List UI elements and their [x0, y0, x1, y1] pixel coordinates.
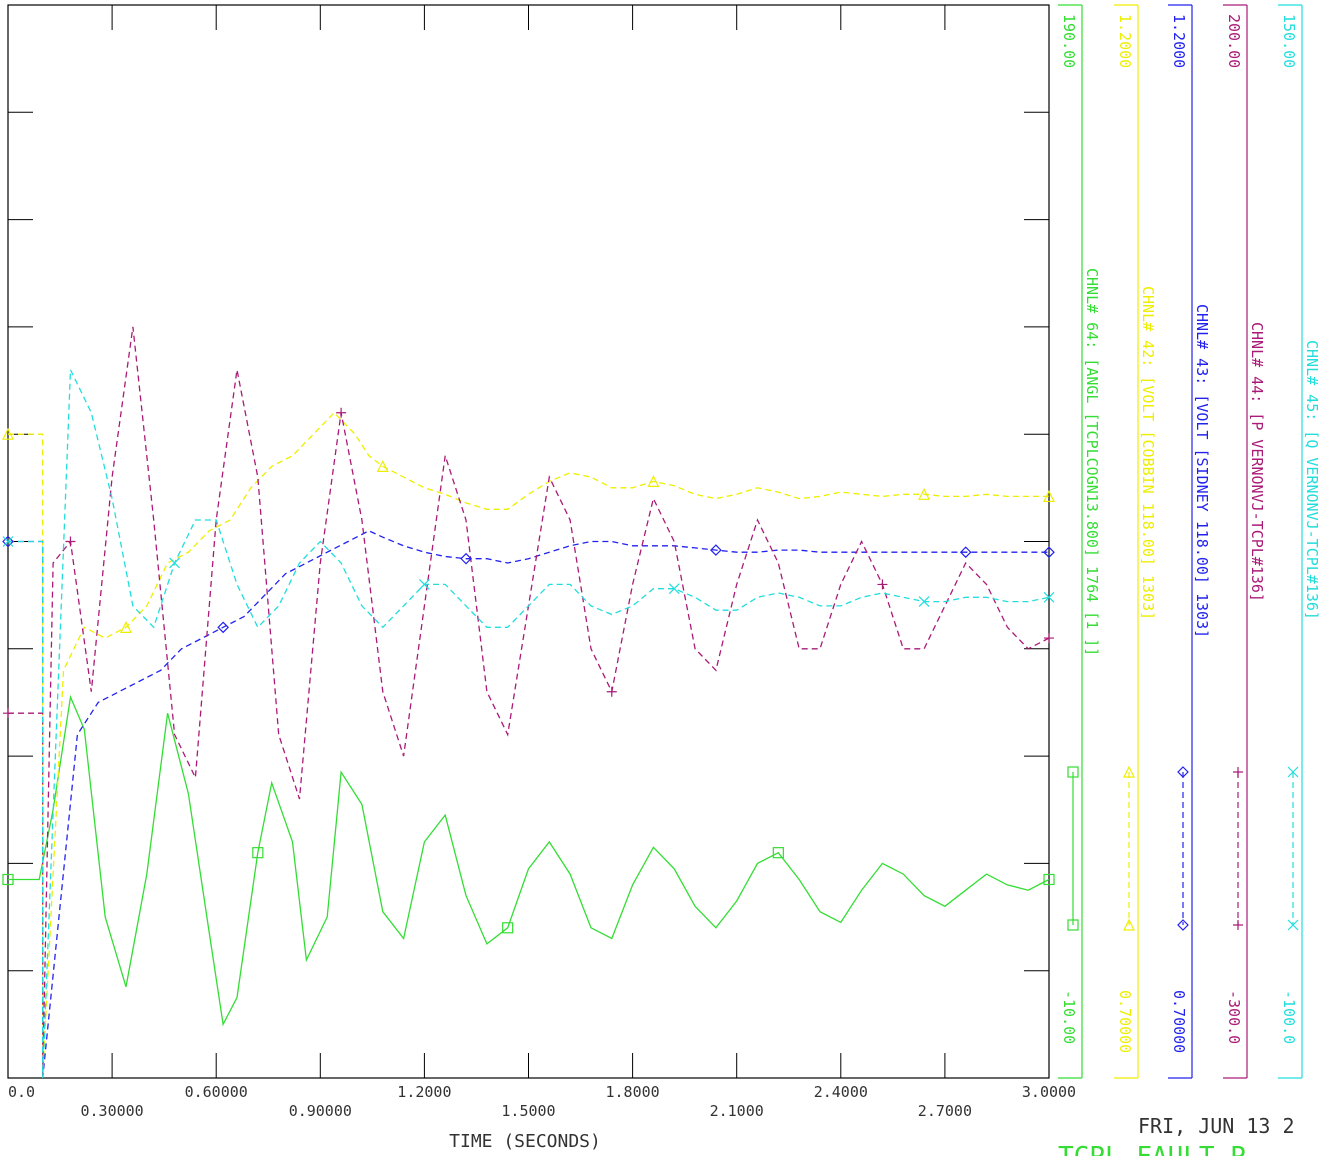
x-tick-label: 0.90000: [289, 1102, 352, 1120]
series-marker-4: [1044, 633, 1054, 644]
x-tick-label: 1.5000: [501, 1102, 555, 1120]
series-marker-3: [1043, 546, 1055, 559]
series-marker-3: [2, 535, 14, 548]
footer-date: FRI, JUN 13 2: [1138, 1114, 1295, 1138]
legend-ymax-label: 200.00: [1225, 14, 1243, 68]
legend-ymax-label: 1.2000: [1170, 14, 1188, 68]
legend-ymin-label: -10.00: [1060, 990, 1078, 1044]
legend-sample-marker: [1123, 765, 1135, 778]
legend-ymin-label: 0.70000: [1170, 990, 1188, 1053]
x-tick-label: 2.1000: [710, 1102, 764, 1120]
series-marker-5: [1043, 591, 1055, 603]
series-marker-5: [2, 536, 14, 547]
x-tick-label: 2.7000: [918, 1102, 972, 1120]
series-line-2: [8, 411, 1049, 1079]
series-marker-2: [120, 620, 132, 633]
legend-series-name: CHNL# 64: [ANGL [TCPLCOGN13.800] 1764 [1…: [1083, 268, 1101, 656]
series-marker-4: [606, 686, 617, 697]
series-lines: [8, 326, 1050, 1079]
legend-sample-marker: [1287, 919, 1299, 931]
footer-title: TCPL FAULT P: [1058, 1142, 1246, 1156]
series-marker-1: [502, 922, 514, 934]
legend-series-name: CHNL# 43: [VOLT [SIDNEY 118.00] 1303]: [1193, 304, 1211, 638]
series-marker-5: [668, 583, 680, 595]
x-tick-label: 1.2000: [397, 1083, 451, 1101]
plot-frame: [7, 4, 1050, 1079]
series-marker-3: [959, 546, 972, 559]
series-line-5: [8, 369, 1050, 1079]
series-marker-4: [3, 708, 13, 719]
x-axis-ticks: 0.0 0.30000 0.60000 0.90000 1.2000 1.5000 1.80…: [8, 5, 1076, 1120]
series-marker-5: [918, 596, 930, 608]
legend-sample-marker: [1233, 767, 1243, 777]
x-tick-label: 2.4000: [814, 1083, 868, 1101]
series-marker-2: [918, 487, 931, 500]
legend-series-name: CHNL# 42: [VOLT [COBBIN 118.00] 1303]: [1139, 286, 1157, 620]
series-marker-2: [2, 427, 14, 440]
legend-ymax-label: 1.2000: [1116, 14, 1134, 68]
series-marker-3: [710, 544, 722, 556]
series-markers: [2, 407, 1055, 934]
legend-sample-marker: [1287, 766, 1299, 778]
series-marker-1: [772, 847, 784, 859]
legend-ymin-label: -300.0: [1225, 990, 1243, 1044]
series-line-1: [8, 694, 1050, 1027]
series-marker-1: [2, 873, 14, 886]
plot-border: [7, 4, 1050, 1079]
series-marker-3: [217, 621, 229, 634]
series-marker-4: [65, 536, 76, 547]
series-marker-2: [376, 460, 389, 472]
series-line-4: [8, 326, 1050, 1079]
legend-ymin-label: -100.0: [1280, 990, 1298, 1044]
series-line-3: [8, 530, 1049, 1079]
legend-series-name: CHNL# 45: [Q VERNONVJ-TCPL#136]: [1303, 340, 1321, 620]
series-marker-2: [647, 475, 660, 488]
x-tick-label: 0.30000: [80, 1102, 143, 1120]
legend-ymin-label: 0.70000: [1116, 990, 1134, 1053]
series-marker-4: [877, 579, 888, 590]
series-marker-2: [1043, 490, 1055, 503]
x-tick-label: 0.0: [8, 1083, 35, 1101]
x-axis-label: TIME (SECONDS): [449, 1131, 601, 1152]
series-marker-1: [252, 847, 264, 859]
series-marker-4: [336, 407, 347, 418]
legend: 190.00 -10.00 CHNL# 64: [ANGL [TCPLCOGN13.…: [1058, 4, 1321, 1079]
legend-series-name: CHNL# 44: [P VERNONVJ-TCPL#136]: [1248, 322, 1266, 602]
legend-sample-marker: [1177, 919, 1189, 931]
legend-sample-marker: [1177, 766, 1189, 778]
x-tick-label: 1.8000: [606, 1083, 660, 1101]
legend-sample-marker: [1067, 766, 1079, 778]
legend-sample-marker: [1123, 918, 1135, 931]
legend-sample-marker: [1233, 920, 1243, 930]
series-marker-1: [1043, 873, 1055, 886]
x-tick-label: 3.0000: [1022, 1083, 1076, 1101]
legend-ymax-label: 190.00: [1060, 14, 1078, 68]
series-marker-5: [169, 557, 180, 569]
series-marker-5: [418, 578, 430, 590]
x-tick-label: 0.60000: [185, 1083, 248, 1101]
legend-sample-marker: [1067, 919, 1079, 931]
legend-ymax-label: 150.00: [1280, 14, 1298, 68]
series-marker-3: [460, 552, 472, 565]
